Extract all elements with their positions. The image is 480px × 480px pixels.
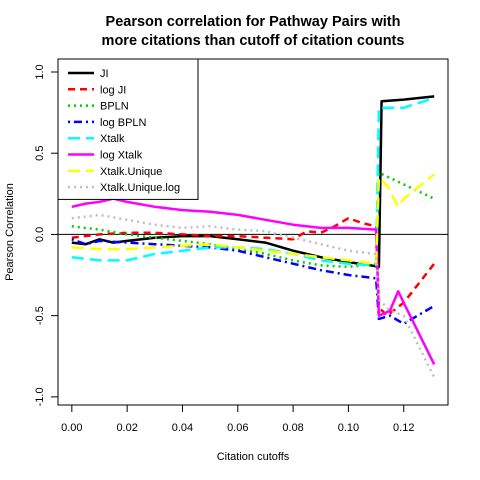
- chart-title-line-2: more citations than cutoff of citation c…: [102, 33, 405, 49]
- legend-label-ji: JI: [100, 68, 109, 80]
- y-tick-label-group: 0.0: [34, 227, 46, 242]
- y-tick-label-group: -1.0: [34, 387, 46, 406]
- y-tick-label-group: 1.0: [34, 64, 46, 79]
- y-tick-label: 0.5: [34, 146, 46, 161]
- series-line-xtalk-unique: [71, 173, 435, 265]
- series-layer: [71, 95, 436, 378]
- series-line-log-bpln: [71, 238, 435, 326]
- x-tick-label: 0.10: [338, 422, 359, 434]
- x-tick-label: 0.02: [116, 422, 137, 434]
- series-line-bpln: [71, 171, 435, 269]
- legend-label-xtalk: Xtalk: [100, 133, 125, 145]
- x-tick-label: 0.00: [61, 422, 82, 434]
- legend-box: [57, 58, 199, 200]
- chart-title-line-1: Pearson correlation for Pathway Pairs wi…: [106, 14, 401, 30]
- legend-label-log-bpln: log BPLN: [100, 117, 147, 129]
- x-tick-label: 0.04: [172, 422, 193, 434]
- legend-label-log-xtalk: log Xtalk: [100, 150, 143, 162]
- y-tick-label: -0.5: [34, 306, 46, 325]
- legend-label-xtalk-unique-log: Xtalk.Unique.log: [100, 182, 180, 194]
- legend-label-log-ji: log JI: [100, 84, 126, 96]
- legend-label-xtalk-unique: Xtalk.Unique: [100, 166, 162, 178]
- y-tick-label-group: -0.5: [34, 306, 46, 325]
- x-axis-label: Citation cutoffs: [217, 451, 290, 463]
- legend: JI log JI BPLN log BPLN Xtalk log Xtalk Xtalk.…: [57, 58, 199, 200]
- y-tick-label-group: 0.5: [34, 146, 46, 161]
- y-tick-label: 0.0: [34, 227, 46, 242]
- legend-label-bpln: BPLN: [100, 101, 129, 113]
- x-tick-label: 0.08: [282, 422, 303, 434]
- x-tick-label: 0.06: [227, 422, 248, 434]
- x-tick-label: 0.12: [393, 422, 414, 434]
- y-tick-label: -1.0: [34, 387, 46, 406]
- y-tick-label: 1.0: [34, 64, 46, 79]
- y-axis-label: Pearson Correlation: [4, 183, 16, 281]
- plot-frame: [57, 58, 449, 406]
- series-line-ji: [71, 95, 435, 269]
